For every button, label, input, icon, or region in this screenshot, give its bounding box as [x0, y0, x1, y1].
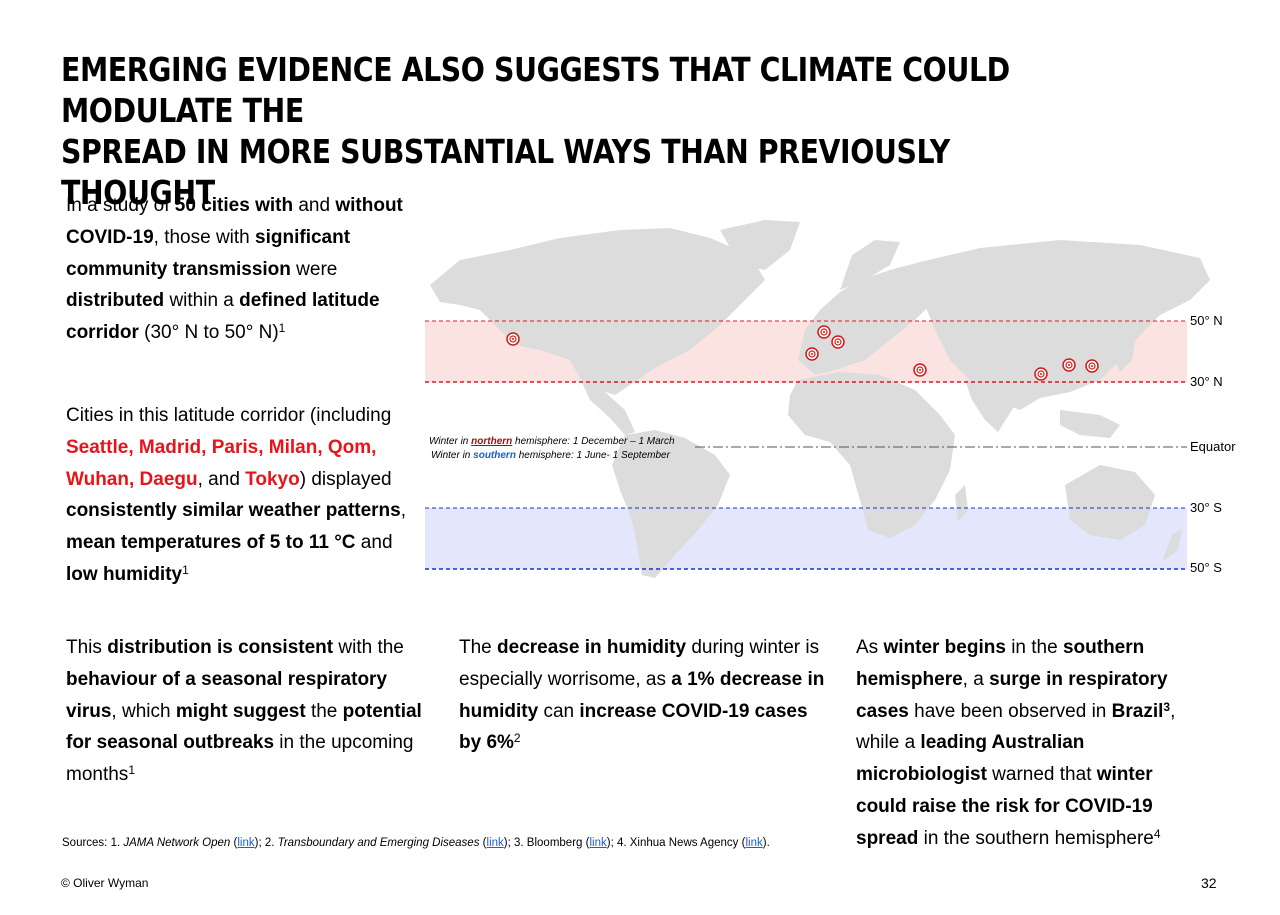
southern-winter-note: Winter in southern hemisphere: 1 June- 1… — [431, 450, 671, 461]
world-landmass — [430, 220, 1210, 578]
footnote-ref: 2 — [513, 731, 521, 746]
cities-corridor-paragraph: Cities in this latitude corridor (includ… — [66, 405, 407, 585]
city-marker-paris — [817, 325, 831, 339]
equator-label: Equator — [1190, 439, 1236, 454]
lat-50n-label: 50° N — [1190, 313, 1223, 328]
study-summary-paragraph: In a study of 50 cities with and without… — [66, 195, 403, 344]
city-marker-milan — [831, 335, 845, 349]
southern-corridor-band — [425, 508, 1187, 569]
humidity-paragraph: The decrease in humidity during winter i… — [459, 637, 825, 754]
footnote-ref: 1 — [278, 321, 286, 336]
northern-winter-note: Winter in northern hemisphere: 1 Decembe… — [429, 436, 675, 447]
footnote-ref: 3 — [1163, 699, 1171, 714]
footnote-ref: 4 — [1153, 826, 1161, 841]
lat-30n-label: 30° N — [1190, 374, 1223, 389]
source-link-3[interactable]: link — [589, 837, 607, 849]
city-marker-tokyo — [1085, 359, 1099, 373]
city-name: Madrid — [138, 436, 202, 458]
city-name: Wuhan — [66, 468, 129, 490]
city-name: Daegu — [139, 468, 198, 490]
city-name: Paris — [211, 436, 259, 458]
city-marker-daegu — [1062, 358, 1076, 372]
source-link-1[interactable]: link — [237, 837, 255, 849]
city-name: Qom — [327, 436, 372, 458]
world-latitude-map: 50° N 30° N Equator 30° S 50° S Winter i… — [425, 220, 1236, 578]
footnote-ref: 1 — [182, 562, 189, 577]
seasonal-virus-paragraph: This distribution is consistent with the… — [66, 637, 422, 786]
city-marker-madrid — [805, 347, 819, 361]
source-link-4[interactable]: link — [745, 837, 763, 849]
city-name: Seattle — [66, 436, 129, 458]
city-marker-qom — [913, 363, 927, 377]
city-marker-wuhan — [1034, 367, 1048, 381]
city-name: Tokyo — [245, 468, 300, 490]
page-title: EMERGING EVIDENCE ALSO SUGGESTS THAT CLI… — [61, 50, 1010, 212]
southern-winter-paragraph: As winter begins in the southern hemisph… — [856, 637, 1176, 849]
lat-50s-label: 50° S — [1190, 560, 1222, 575]
footnote-ref: 1 — [128, 763, 135, 778]
source-link-2[interactable]: link — [486, 837, 504, 849]
lat-30s-label: 30° S — [1190, 500, 1222, 515]
city-name: Milan — [268, 436, 318, 458]
city-marker-seattle — [506, 332, 520, 346]
page-number: 32 — [1201, 875, 1217, 891]
sources-footnote: Sources: 1. JAMA Network Open (link); 2.… — [62, 837, 770, 849]
copyright-notice: © Oliver Wyman — [61, 876, 149, 890]
